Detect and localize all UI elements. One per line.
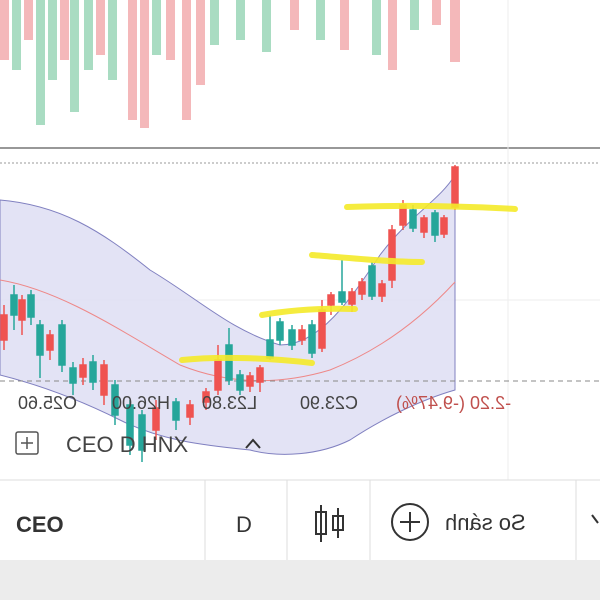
candles (0, 165, 459, 462)
toolbar (0, 480, 600, 560)
compare-button[interactable]: So sánh (445, 510, 526, 535)
interval-button[interactable]: D (236, 512, 252, 537)
volume-bars (0, 0, 460, 128)
legend: CEO D HNX (66, 432, 189, 457)
collapse-icon[interactable] (245, 438, 261, 449)
compare-icon[interactable] (391, 503, 429, 541)
plus-icon (21, 437, 33, 449)
symbol-button[interactable]: CEO (16, 512, 64, 537)
bottom-bar (0, 560, 600, 600)
highlight-strokes (179, 202, 518, 366)
close: C23.90 (300, 393, 358, 413)
open: O25.60 (18, 393, 77, 413)
change: -2.20 (-9.47%) (396, 393, 511, 413)
low: L23.80 (202, 393, 257, 413)
expand-icon[interactable] (15, 431, 39, 455)
chart-type-button[interactable] (315, 505, 344, 542)
more-icon[interactable] (591, 514, 599, 524)
ohlc-readout: O25.60 H26.00 L23.80 C23.90 -2.20 (-9.47… (18, 393, 511, 413)
compare-plus (400, 512, 420, 532)
high: H26.00 (112, 393, 170, 413)
toolbar-separators (204, 480, 577, 560)
